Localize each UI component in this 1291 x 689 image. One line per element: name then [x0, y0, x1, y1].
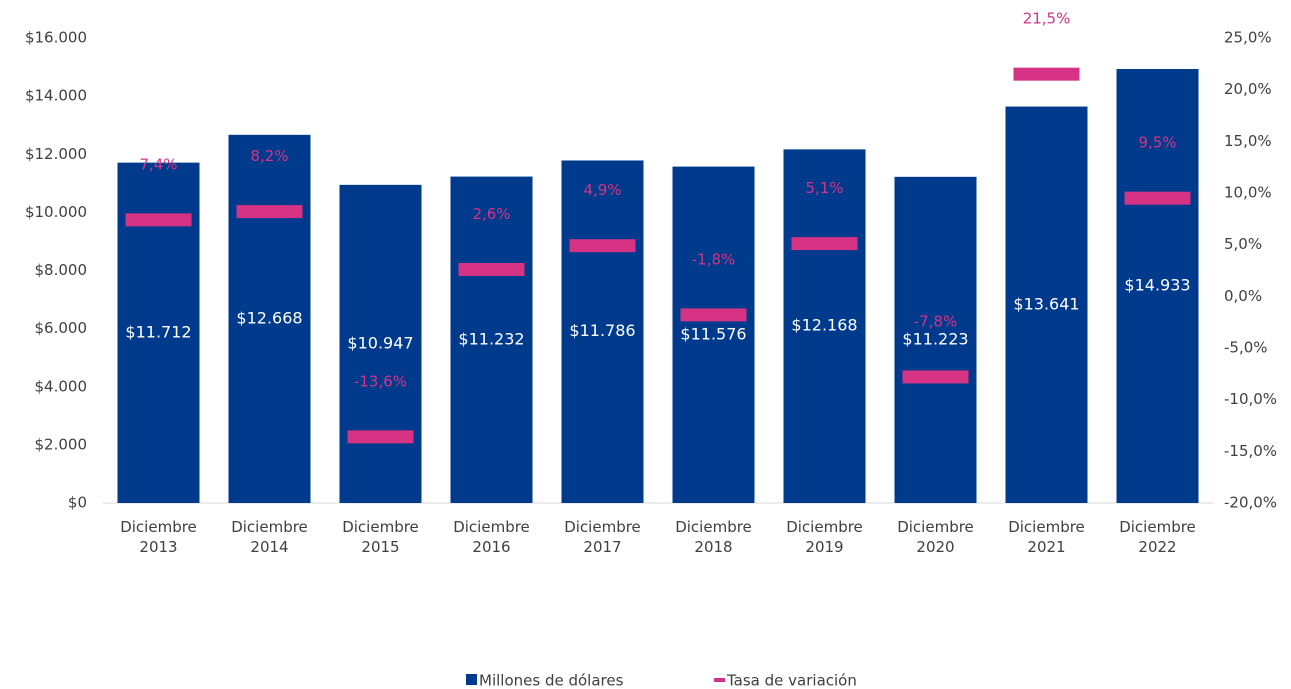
bar — [1005, 106, 1088, 503]
rate-marker — [680, 308, 747, 322]
x-tick-label: Diciembre 2015 — [342, 518, 419, 556]
bar — [783, 149, 866, 503]
bar-label: $11.232 — [458, 329, 524, 348]
rate-marker — [569, 239, 636, 253]
rate-label: 2,6% — [472, 205, 510, 223]
rate-label: -7,8% — [914, 312, 958, 330]
y2-tick-label: 5,0% — [1224, 235, 1262, 253]
y2-tick-label: 0,0% — [1224, 287, 1262, 305]
y-tick-label: $8.000 — [35, 261, 88, 279]
rate-label: -1,8% — [692, 250, 736, 268]
bar-label: $14.933 — [1124, 276, 1190, 295]
rate-label: 21,5% — [1023, 10, 1071, 28]
rate-marker — [791, 237, 858, 251]
bar-label: $12.168 — [791, 316, 857, 335]
y-tick-label: $12.000 — [25, 145, 87, 163]
bar-label: $11.786 — [569, 321, 635, 340]
y-tick-label: $2.000 — [35, 435, 88, 453]
rate-marker — [347, 430, 414, 444]
y2-tick-label: -5,0% — [1224, 339, 1268, 357]
bar — [1116, 69, 1199, 503]
bar-label: $11.576 — [680, 324, 746, 343]
rate-label: 7,4% — [139, 155, 177, 173]
rate-marker — [458, 262, 525, 276]
x-tick-label: Diciembre 2014 — [231, 518, 308, 556]
legend-swatch — [466, 674, 477, 685]
rate-label: -13,6% — [354, 372, 407, 390]
rate-marker — [125, 213, 192, 227]
legend-label: Millones de dólares — [479, 672, 624, 689]
rate-marker — [236, 205, 303, 219]
bar — [450, 176, 533, 503]
x-tick-label: Diciembre 2013 — [120, 518, 197, 556]
y-tick-label: $4.000 — [35, 377, 88, 395]
y2-tick-label: 25,0% — [1224, 29, 1272, 47]
y2-tick-label: 15,0% — [1224, 132, 1272, 150]
bar-label: $10.947 — [347, 333, 413, 352]
y2-tick-label: -15,0% — [1224, 442, 1277, 460]
rate-label: 9,5% — [1138, 134, 1176, 152]
legend-swatch — [714, 678, 725, 682]
bar-label: $13.641 — [1013, 294, 1079, 313]
y2-tick-label: 10,0% — [1224, 184, 1272, 202]
x-tick-label: Diciembre 2016 — [453, 518, 530, 556]
bar — [894, 176, 977, 504]
legend-label: Tasa de variación — [726, 672, 857, 689]
bar — [339, 184, 422, 503]
y-tick-label: $6.000 — [35, 319, 88, 337]
rate-marker — [902, 370, 969, 384]
rate-label: 5,1% — [805, 179, 843, 197]
x-tick-label: Diciembre 2017 — [564, 518, 641, 556]
x-tick-label: Diciembre 2018 — [675, 518, 752, 556]
rate-marker — [1124, 191, 1191, 205]
bar-label: $11.712 — [125, 322, 191, 341]
rate-label: 4,9% — [583, 181, 621, 199]
y-tick-label: $16.000 — [25, 29, 87, 47]
y2-tick-label: 20,0% — [1224, 80, 1272, 98]
y-tick-label: $14.000 — [25, 87, 87, 105]
x-tick-label: Diciembre 2021 — [1008, 518, 1085, 556]
bar — [228, 134, 311, 503]
y-tick-label: $10.000 — [25, 203, 87, 221]
y2-tick-label: -20,0% — [1224, 494, 1277, 512]
bar-label: $11.223 — [902, 329, 968, 348]
y-tick-label: $0 — [68, 494, 87, 512]
rate-marker — [1013, 67, 1080, 81]
rate-label: 8,2% — [250, 147, 288, 165]
x-tick-label: Diciembre 2019 — [786, 518, 863, 556]
y2-tick-label: -10,0% — [1224, 390, 1277, 408]
bar — [561, 160, 644, 504]
x-tick-label: Diciembre 2020 — [897, 518, 974, 556]
bar — [672, 166, 755, 503]
bar-label: $12.668 — [236, 308, 302, 327]
x-tick-label: Diciembre 2022 — [1119, 518, 1196, 556]
